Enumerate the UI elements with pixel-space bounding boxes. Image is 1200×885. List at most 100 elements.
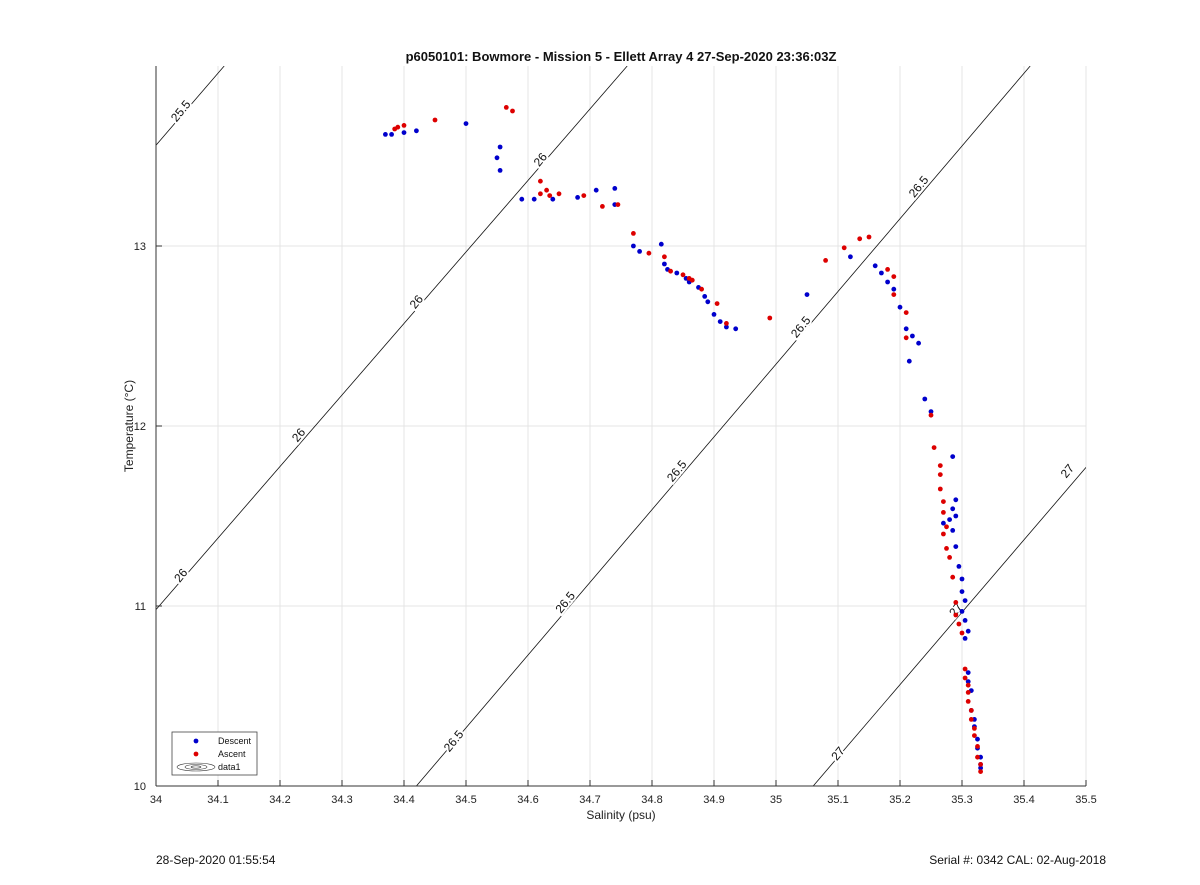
footer-serial-calibration: Serial #: 0342 CAL: 02-Aug-2018 bbox=[929, 853, 1106, 867]
data-points bbox=[383, 105, 983, 774]
x-tick-label: 34.3 bbox=[331, 794, 352, 806]
point-descent bbox=[959, 576, 965, 582]
point-descent bbox=[463, 121, 469, 126]
point-ascent bbox=[724, 321, 729, 326]
point-descent bbox=[903, 326, 909, 332]
point-ascent bbox=[965, 690, 971, 695]
point-descent bbox=[717, 319, 723, 324]
point-ascent bbox=[965, 682, 971, 688]
point-ascent bbox=[538, 178, 543, 184]
point-ascent bbox=[395, 124, 401, 130]
point-descent bbox=[956, 564, 962, 569]
y-tick-label: 10 bbox=[134, 781, 146, 793]
point-ascent bbox=[953, 600, 959, 605]
point-descent bbox=[705, 299, 711, 305]
point-descent bbox=[959, 609, 965, 614]
point-descent bbox=[965, 670, 971, 675]
point-descent bbox=[662, 261, 667, 267]
y-tick-label: 11 bbox=[135, 601, 146, 613]
point-ascent bbox=[972, 733, 977, 738]
x-tick-label: 35.3 bbox=[951, 794, 972, 806]
point-descent bbox=[978, 765, 983, 771]
point-descent bbox=[916, 340, 921, 346]
x-tick-label: 34.8 bbox=[641, 794, 662, 806]
contour-line-26.5 bbox=[416, 66, 1031, 786]
x-tick-label: 34 bbox=[150, 794, 162, 806]
point-ascent bbox=[866, 234, 872, 240]
point-ascent bbox=[959, 630, 965, 636]
point-descent bbox=[953, 497, 959, 503]
point-ascent bbox=[538, 191, 543, 197]
point-ascent bbox=[510, 108, 515, 114]
point-ascent bbox=[962, 675, 968, 681]
point-descent bbox=[519, 196, 525, 202]
x-tick-label: 35.1 bbox=[827, 794, 848, 806]
y-axis-label: Temperature (°C) bbox=[122, 380, 136, 472]
x-tick-label: 35.5 bbox=[1075, 794, 1096, 806]
point-ascent bbox=[631, 231, 636, 236]
point-ascent bbox=[891, 274, 897, 279]
x-tick-label: 34.5 bbox=[455, 794, 476, 806]
point-ascent bbox=[432, 117, 438, 123]
point-ascent bbox=[975, 744, 980, 749]
y-tick-label: 13 bbox=[134, 241, 146, 253]
point-ascent bbox=[968, 717, 974, 722]
point-descent bbox=[965, 679, 971, 684]
point-descent bbox=[965, 628, 971, 634]
series-ascent bbox=[392, 105, 983, 774]
point-descent bbox=[891, 286, 897, 292]
point-descent bbox=[950, 454, 956, 459]
point-descent bbox=[941, 520, 946, 526]
point-descent bbox=[962, 598, 968, 603]
x-tick-label: 35.2 bbox=[889, 794, 910, 806]
x-tick-label: 34.9 bbox=[703, 794, 724, 806]
point-ascent bbox=[903, 310, 909, 315]
point-ascent bbox=[544, 187, 549, 193]
point-ascent bbox=[953, 612, 959, 618]
point-ascent bbox=[689, 277, 695, 283]
point-ascent bbox=[950, 574, 956, 580]
point-ascent bbox=[547, 193, 553, 199]
point-ascent bbox=[891, 292, 897, 297]
point-ascent bbox=[941, 531, 946, 537]
point-descent bbox=[962, 618, 968, 623]
x-tick-label: 34.1 bbox=[207, 794, 228, 806]
point-descent bbox=[906, 358, 912, 364]
point-descent bbox=[550, 196, 556, 202]
point-ascent bbox=[615, 202, 621, 208]
point-ascent bbox=[962, 666, 968, 672]
series-descent bbox=[383, 121, 983, 771]
point-descent bbox=[733, 326, 739, 332]
point-descent bbox=[494, 155, 500, 161]
point-descent bbox=[953, 544, 959, 549]
point-descent bbox=[928, 409, 934, 414]
point-ascent bbox=[978, 769, 983, 774]
x-tick-label: 34.6 bbox=[517, 794, 538, 806]
point-ascent bbox=[937, 463, 943, 468]
point-descent bbox=[637, 249, 642, 254]
point-ascent bbox=[401, 123, 407, 128]
point-ascent bbox=[646, 250, 652, 256]
point-descent bbox=[897, 304, 903, 310]
x-tick-label: 35 bbox=[770, 794, 782, 806]
y-axis-ticks: 10 11 12 13 bbox=[134, 241, 162, 793]
legend-contour-icon bbox=[176, 762, 216, 772]
point-descent bbox=[975, 736, 980, 742]
footer-timestamp: 28-Sep-2020 01:55:54 bbox=[156, 853, 276, 867]
point-ascent bbox=[841, 245, 847, 251]
point-descent bbox=[947, 517, 952, 522]
x-axis-label: Salinity (psu) bbox=[586, 808, 655, 822]
legend: Descent Ascent data1 bbox=[171, 731, 258, 776]
point-descent bbox=[953, 513, 959, 519]
point-descent bbox=[414, 128, 419, 134]
point-descent bbox=[497, 144, 503, 150]
contour-line-27 bbox=[812, 467, 1086, 786]
point-descent bbox=[497, 168, 503, 173]
point-ascent bbox=[885, 267, 890, 272]
point-descent bbox=[531, 196, 537, 202]
legend-label-ascent: Ascent bbox=[218, 749, 246, 759]
density-contours bbox=[156, 66, 1086, 786]
point-ascent bbox=[968, 708, 974, 713]
point-ascent bbox=[944, 546, 949, 551]
